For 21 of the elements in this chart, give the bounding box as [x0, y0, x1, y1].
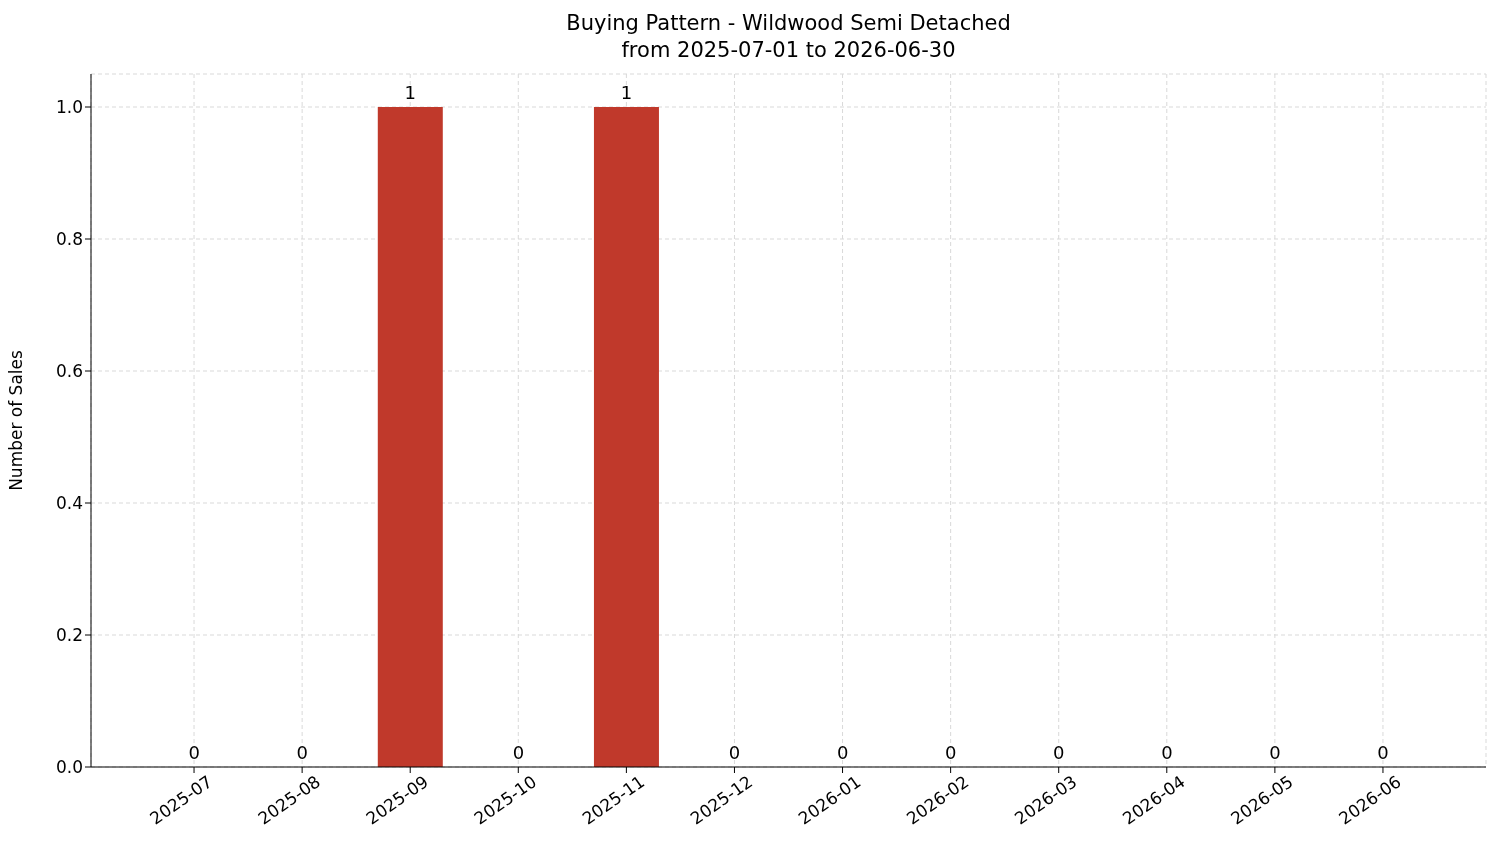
- chart-subtitle: from 2025-07-01 to 2026-06-30: [620, 37, 957, 64]
- y-tick-label: 1.0: [55, 97, 83, 118]
- data-label: 0: [188, 742, 200, 763]
- data-label: 0: [1053, 742, 1065, 763]
- y-tick-label: 0.0: [55, 757, 83, 778]
- data-label: 0: [296, 742, 308, 763]
- y-tick-label: 0.4: [55, 493, 83, 514]
- data-label: 1: [404, 82, 417, 103]
- y-tick-label: 0.6: [55, 361, 83, 382]
- data-label: 0: [944, 742, 957, 763]
- data-label: 0: [1161, 742, 1173, 763]
- data-label: 0: [728, 742, 741, 763]
- data-label: 0: [836, 742, 849, 763]
- data-label: 0: [1269, 742, 1281, 763]
- data-label: 1: [620, 82, 633, 103]
- chart-title: Buying Pattern - Wildwood Semi Detached: [565, 10, 1012, 37]
- data-label: 0: [1377, 742, 1389, 763]
- y-tick-label: 0.2: [55, 625, 83, 646]
- y-tick-label: 0.8: [55, 229, 83, 250]
- y-axis-title: Number of Sales: [6, 349, 27, 491]
- data-label: 0: [512, 742, 525, 763]
